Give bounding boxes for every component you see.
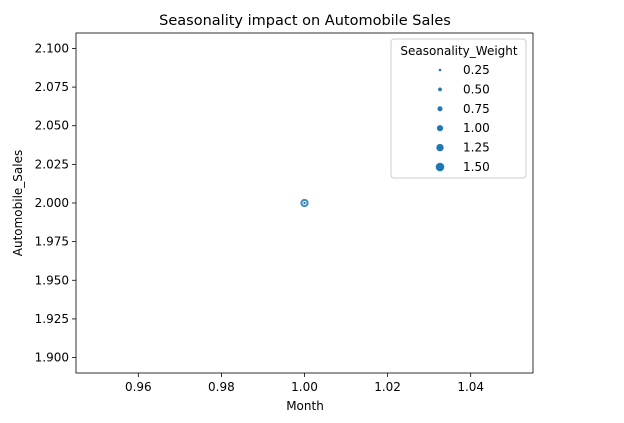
legend-size-marker <box>435 162 445 172</box>
x-tick-label: 0.96 <box>125 380 152 394</box>
legend-box <box>390 38 527 179</box>
y-tick-label: 2.025 <box>35 157 69 171</box>
x-tick-label: 1.02 <box>374 380 401 394</box>
legend-title: Seasonality_Weight <box>400 44 517 58</box>
y-tick-label: 1.925 <box>35 312 69 326</box>
legend-entry-label: 1.50 <box>463 160 490 174</box>
legend-size-marker <box>436 105 444 112</box>
x-tick-label: 1.00 <box>291 380 318 394</box>
legend-entry-label: 0.50 <box>463 82 490 96</box>
y-tick-label: 2.075 <box>35 80 69 94</box>
y-axis-label: Automobile_Sales <box>11 150 25 257</box>
scatter-point <box>302 200 307 206</box>
legend-entries: 0.25 0.50 0.75 1.00 1.25 1.50 <box>435 63 490 174</box>
x-tick-label: 0.98 <box>208 380 235 394</box>
legend-entry-label: 1.00 <box>463 121 490 135</box>
y-axis-ticks: 1.900 1.925 1.950 1.975 2.000 2.025 2.050 2.075… <box>35 41 76 365</box>
legend-entry-label: 1.25 <box>463 141 490 155</box>
y-tick-label: 1.900 <box>35 351 69 365</box>
legend-entry-label: 0.75 <box>463 102 490 116</box>
y-tick-label: 1.950 <box>35 273 69 287</box>
y-tick-label: 2.000 <box>35 196 69 210</box>
legend: Seasonality_Weight 0.25 0.50 0.75 1.00 1.25 1… <box>390 38 527 179</box>
x-axis-ticks: 0.96 0.98 1.00 1.02 1.04 <box>125 373 484 394</box>
y-tick-label: 1.975 <box>35 235 69 249</box>
x-axis-label: Month <box>286 399 324 413</box>
legend-size-marker <box>437 86 443 92</box>
scatter-points <box>299 197 310 209</box>
y-tick-label: 2.100 <box>35 41 69 55</box>
y-tick-label: 2.050 <box>35 119 69 133</box>
x-tick-label: 1.04 <box>457 380 484 394</box>
legend-size-marker <box>438 68 442 72</box>
chart-title: Seasonality impact on Automobile Sales <box>159 13 451 29</box>
legend-size-marker <box>435 143 445 152</box>
legend-entry-label: 0.25 <box>463 63 490 77</box>
legend-size-marker <box>436 124 444 132</box>
